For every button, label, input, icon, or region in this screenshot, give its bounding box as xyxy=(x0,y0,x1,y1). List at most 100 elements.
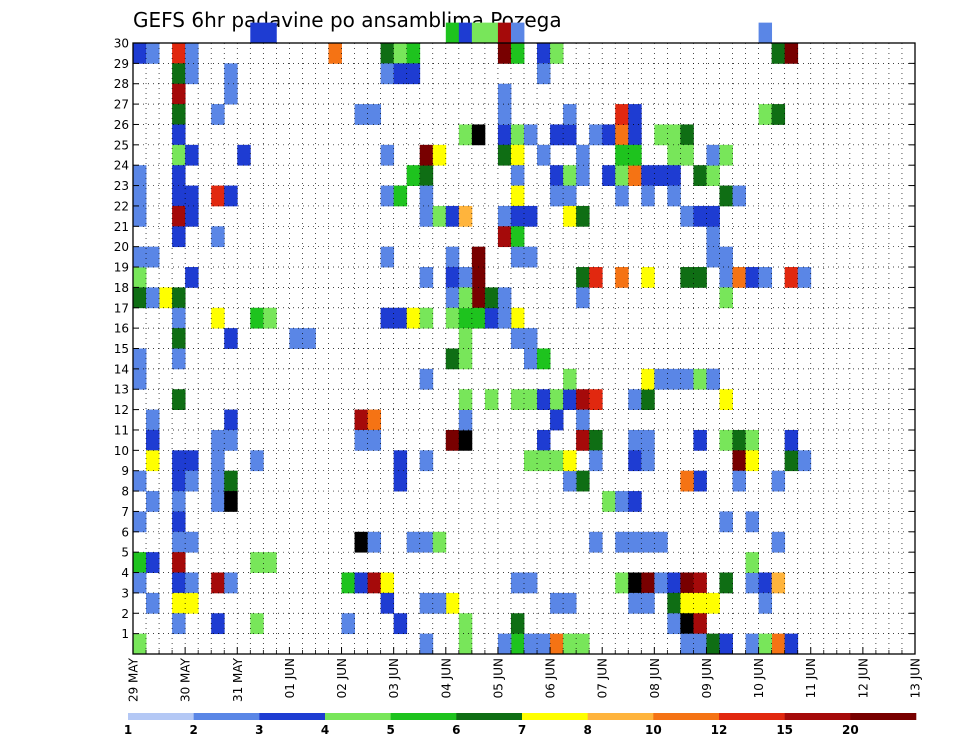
heat-cell xyxy=(211,429,225,451)
heat-cell xyxy=(393,63,408,85)
heat-cell xyxy=(393,470,408,492)
y-tick-label: 14 xyxy=(114,362,129,376)
heat-cell xyxy=(289,328,303,349)
heat-cell xyxy=(432,592,447,614)
y-tick-label: 1 xyxy=(121,627,129,641)
heat-cell xyxy=(406,43,421,64)
heat-cell xyxy=(510,389,525,410)
colorbar-label: 15 xyxy=(776,723,793,737)
heat-cell xyxy=(628,104,642,125)
heat-cell xyxy=(146,287,160,309)
heat-cell xyxy=(693,572,707,594)
heat-cell xyxy=(510,144,525,166)
heat-cell xyxy=(693,429,707,451)
y-tick-label: 9 xyxy=(121,464,129,478)
heat-cell xyxy=(550,633,564,655)
colorbar-label: 12 xyxy=(711,723,728,737)
heat-cell xyxy=(719,185,733,207)
heat-cell xyxy=(471,246,486,268)
heat-cell xyxy=(380,185,395,207)
heat-cell xyxy=(510,226,525,248)
heat-cell xyxy=(133,511,147,533)
heat-cell xyxy=(693,592,707,614)
heat-cell xyxy=(172,491,186,512)
heat-cell xyxy=(615,104,629,125)
heat-cell xyxy=(146,409,160,431)
heat-cell xyxy=(211,613,225,635)
heat-cell xyxy=(419,165,434,186)
heat-cell xyxy=(589,531,603,553)
colorbar-label: 2 xyxy=(189,723,197,737)
heat-cell xyxy=(654,165,668,186)
heat-cell xyxy=(784,450,799,472)
heat-cell xyxy=(706,205,720,227)
heat-cell xyxy=(432,144,447,166)
y-tick-label: 23 xyxy=(114,179,129,193)
heat-cell xyxy=(406,307,421,329)
heat-cell xyxy=(576,144,590,166)
heat-cell xyxy=(172,226,186,248)
y-tick-label: 11 xyxy=(114,423,129,437)
heat-cell xyxy=(497,226,512,248)
colorbar-swatch xyxy=(719,713,785,720)
heat-cell xyxy=(693,470,707,492)
heat-cell xyxy=(224,328,238,349)
heat-cell xyxy=(641,429,655,451)
heat-cell xyxy=(172,185,186,207)
heat-cell xyxy=(680,124,694,146)
heat-cell xyxy=(693,165,707,186)
heat-cell xyxy=(497,633,512,655)
heat-cell xyxy=(680,470,694,492)
heat-cell xyxy=(563,205,577,227)
heat-cell xyxy=(146,491,160,512)
heat-cell xyxy=(211,104,225,125)
heat-cell xyxy=(341,572,355,594)
heat-cell xyxy=(406,165,421,186)
heat-cell xyxy=(380,246,395,268)
heat-cell xyxy=(524,633,538,655)
heat-cell xyxy=(641,592,655,614)
heat-cell xyxy=(367,104,382,125)
colorbar-label: 8 xyxy=(583,723,591,737)
heat-cell xyxy=(693,368,707,390)
heat-cell xyxy=(419,450,434,472)
heat-cell xyxy=(185,450,199,472)
x-tick-label: 01 JUN xyxy=(283,658,297,698)
heat-cell xyxy=(458,287,473,309)
heat-cell xyxy=(224,409,238,431)
heat-cell xyxy=(471,22,486,44)
heat-cell xyxy=(706,592,720,614)
x-tick-label: 10 JUN xyxy=(752,658,766,698)
heat-cell xyxy=(628,450,642,472)
y-tick-label: 24 xyxy=(114,159,129,173)
heat-cell xyxy=(172,470,186,492)
heat-cell xyxy=(602,491,616,512)
heat-cell xyxy=(510,572,525,594)
heat-cell xyxy=(524,205,538,227)
heat-cell xyxy=(719,429,733,451)
heat-cell xyxy=(172,205,186,227)
heat-cell xyxy=(654,572,668,594)
heat-cell xyxy=(432,531,447,553)
heat-cell xyxy=(380,144,395,166)
heat-cell xyxy=(250,613,264,635)
heat-cell xyxy=(628,491,642,512)
colorbar-label: 10 xyxy=(645,723,662,737)
heat-cell xyxy=(563,104,577,125)
heat-cell xyxy=(706,165,720,186)
heat-cell xyxy=(719,267,733,288)
heat-cell xyxy=(172,348,186,370)
heat-cell xyxy=(367,531,382,553)
heat-cell xyxy=(250,552,264,573)
heat-cell xyxy=(172,572,186,594)
heat-cell xyxy=(133,348,147,370)
heat-cell xyxy=(693,633,707,655)
heat-cell xyxy=(563,592,577,614)
heat-cell xyxy=(576,389,590,410)
heat-cell xyxy=(302,328,316,349)
heat-cell xyxy=(172,144,186,166)
heat-cell xyxy=(745,572,759,594)
x-tick-label: 13 JUN xyxy=(909,658,923,698)
heat-cell xyxy=(497,144,512,166)
x-tick-label: 11 JUN xyxy=(804,658,818,698)
